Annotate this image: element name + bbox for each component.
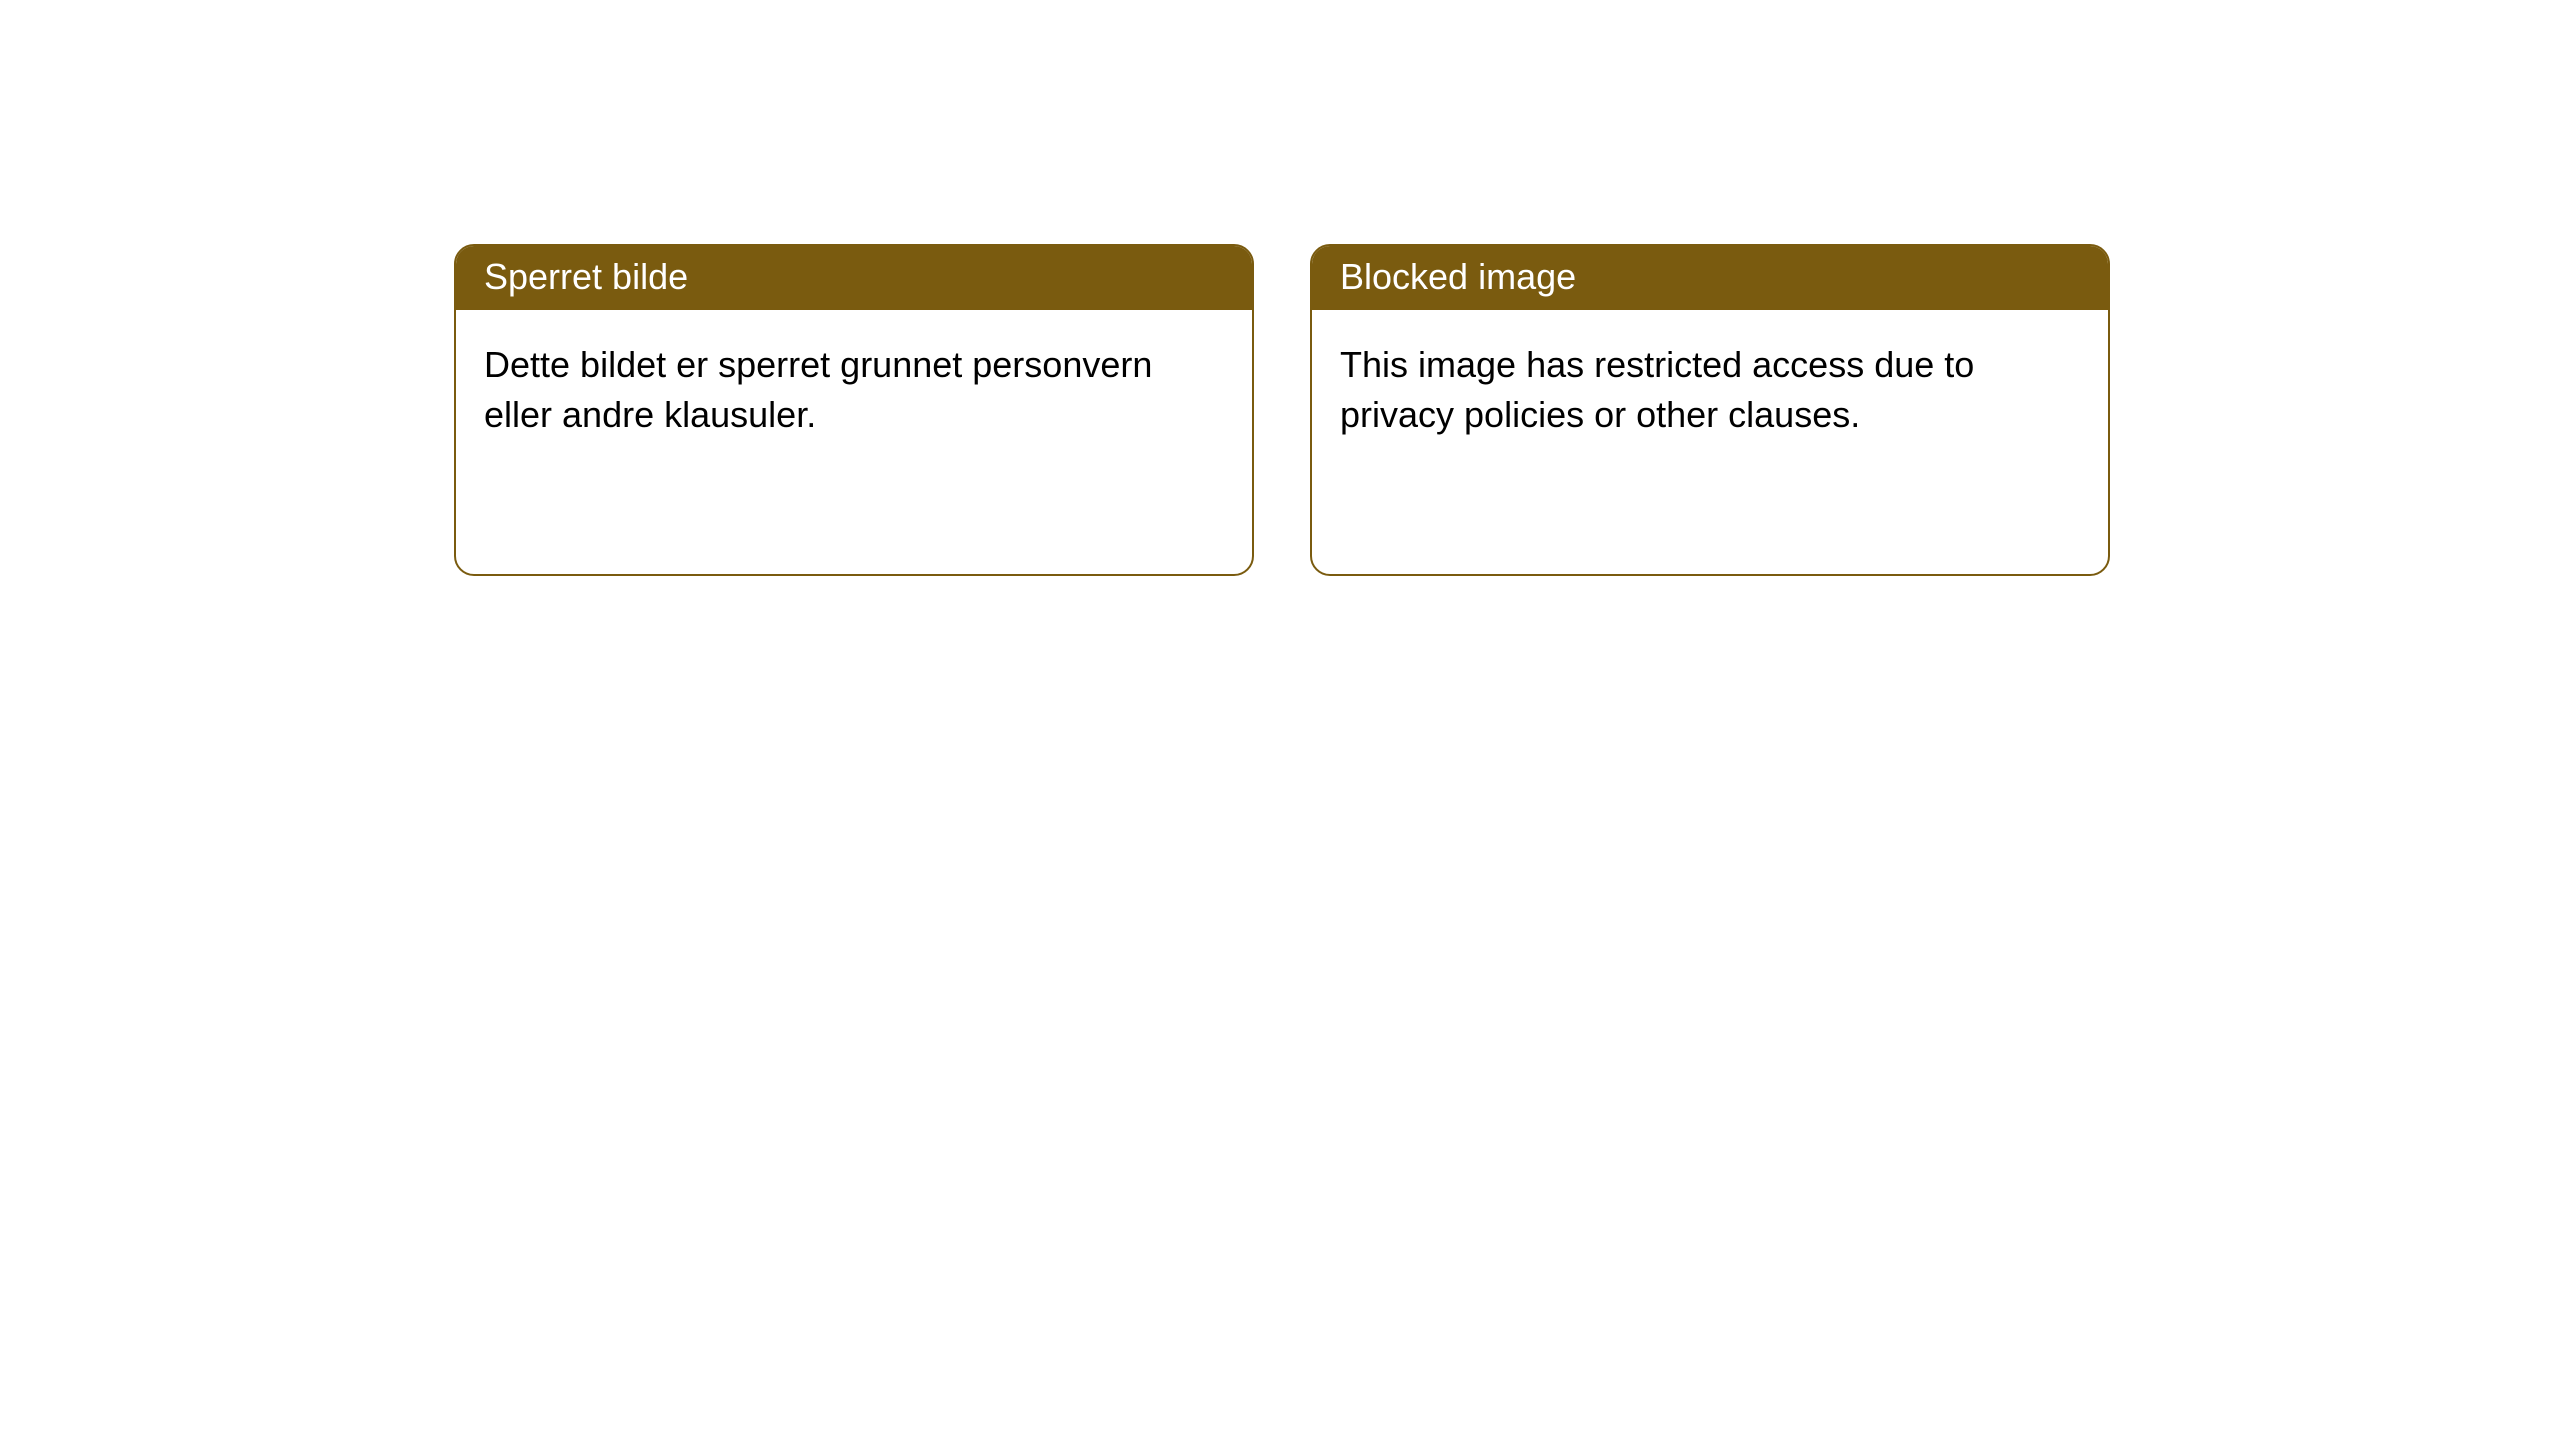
- card-body-english: This image has restricted access due to …: [1312, 310, 2108, 471]
- card-body-norwegian: Dette bildet er sperret grunnet personve…: [456, 310, 1252, 471]
- blocked-image-card-english: Blocked image This image has restricted …: [1310, 244, 2110, 576]
- blocked-image-card-norwegian: Sperret bilde Dette bildet er sperret gr…: [454, 244, 1254, 576]
- notice-container: Sperret bilde Dette bildet er sperret gr…: [0, 0, 2560, 576]
- card-title-norwegian: Sperret bilde: [456, 246, 1252, 310]
- card-title-english: Blocked image: [1312, 246, 2108, 310]
